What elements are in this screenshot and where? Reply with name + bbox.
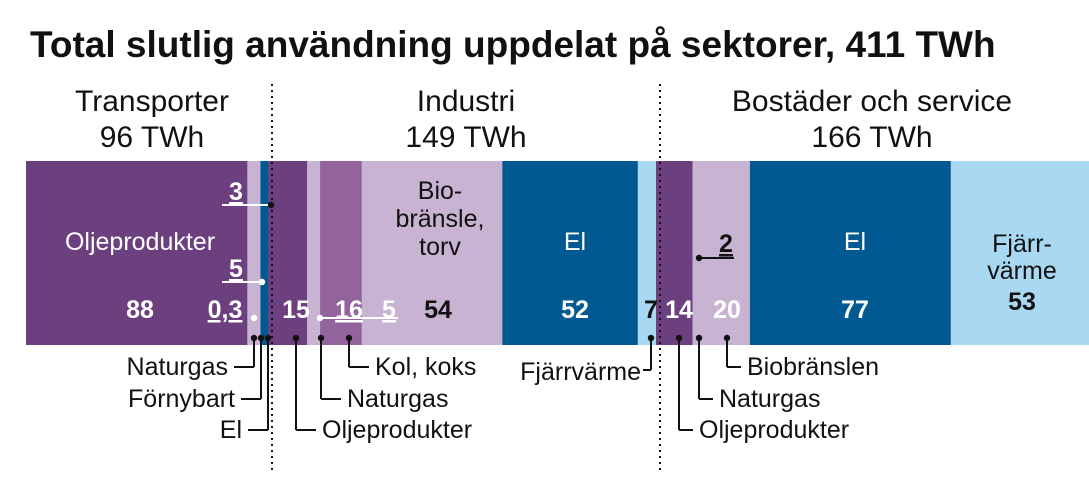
bar-segment <box>692 161 699 345</box>
value-label: 14 <box>665 296 693 324</box>
segment-inner-label: Bio- <box>418 177 462 205</box>
value-label: 53 <box>1008 288 1036 316</box>
value-label: 77 <box>841 296 869 324</box>
segment-inner-label: bränsle, <box>396 205 485 233</box>
sector-name-1: Industri <box>417 85 515 118</box>
sector-total-2: 166 TWh <box>811 121 932 154</box>
chart-title: Total slutlig användning uppdelat på sek… <box>30 24 996 65</box>
value-label: 52 <box>561 296 589 324</box>
leader-dot <box>695 254 703 262</box>
value-label: 2 <box>719 230 733 258</box>
segment-inner-label: Fjärr- <box>992 230 1052 258</box>
leader-label: Fjärrvärme <box>520 358 641 386</box>
value-label: 16 <box>335 296 363 324</box>
bar-segment <box>26 161 248 345</box>
bar-segment <box>697 161 751 345</box>
sector-total-0: 96 TWh <box>100 121 205 154</box>
segment-inner-label: Oljeprodukter <box>65 228 215 256</box>
bar-segment <box>950 161 1089 345</box>
leader-dot <box>258 278 266 286</box>
leader-dot <box>250 314 258 322</box>
segment-inner-label: El <box>564 228 586 256</box>
value-label: 15 <box>282 296 310 324</box>
bar-segment <box>749 161 952 345</box>
sector-name-0: Transporter <box>75 85 229 118</box>
bar-segment <box>260 161 269 345</box>
leader-label: Naturgas <box>127 353 228 381</box>
bar-segment <box>307 161 321 345</box>
segment-inner-label: El <box>844 228 866 256</box>
bar-segment <box>320 161 363 345</box>
value-label: 88 <box>126 296 154 324</box>
leader-label: El <box>220 416 242 444</box>
sector-total-1: 149 TWh <box>405 121 526 154</box>
sector-name-2: Bostäder och service <box>732 85 1012 118</box>
leader-label: Oljeprodukter <box>699 416 849 444</box>
leader-label: Naturgas <box>347 385 448 413</box>
leader-label: Naturgas <box>719 385 820 413</box>
value-label: 7 <box>644 296 658 324</box>
leader-label: Biobränslen <box>747 353 879 381</box>
segment-inner-label: torv <box>419 233 461 261</box>
segment-inner-label: värme <box>987 257 1056 285</box>
leader-label: Oljeprodukter <box>322 416 472 444</box>
leader-label: Kol, koks <box>375 353 476 381</box>
leader-dot <box>316 314 324 322</box>
value-label: 20 <box>713 296 741 324</box>
value-label: 0,3 <box>208 296 243 324</box>
leader-dot <box>267 201 275 209</box>
value-label: 5 <box>382 296 396 324</box>
bar-segment <box>247 161 249 345</box>
value-label: 54 <box>424 296 452 324</box>
bar-segment <box>361 161 503 345</box>
bar-segment <box>247 161 262 345</box>
value-label: 5 <box>229 255 243 283</box>
bar-segment <box>656 161 694 345</box>
leader-label: Förnybart <box>128 385 235 413</box>
bar-segment <box>502 161 639 345</box>
value-label: 3 <box>229 178 243 206</box>
bar-segment <box>268 161 308 345</box>
bar-segment <box>637 161 657 345</box>
